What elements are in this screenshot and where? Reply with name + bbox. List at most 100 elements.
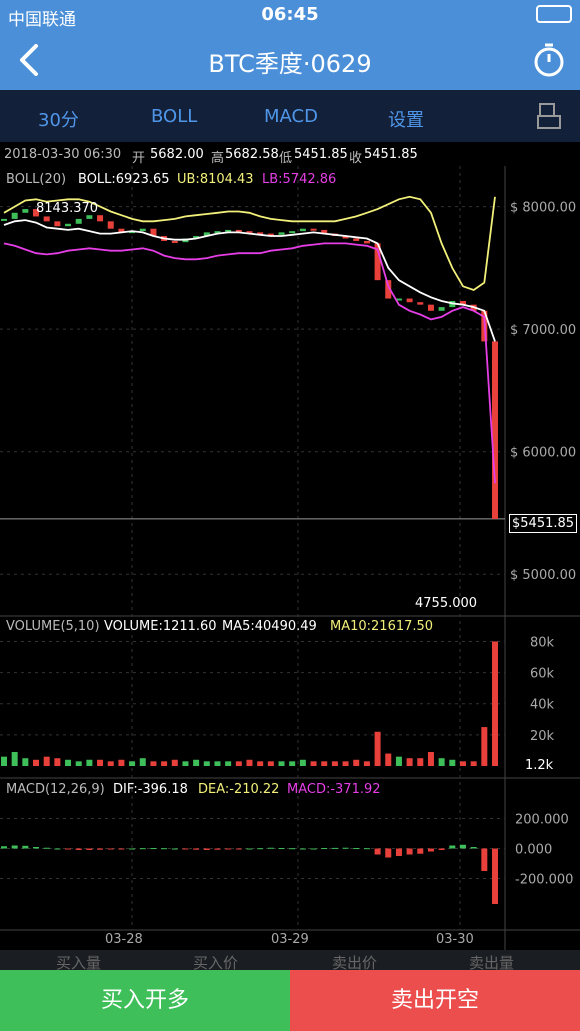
macd-bar	[1, 846, 7, 849]
macd-bar	[492, 848, 498, 904]
macd-bar	[481, 848, 488, 871]
volume-bar	[203, 761, 210, 766]
macd-bar	[161, 848, 168, 850]
macd-bar	[449, 845, 456, 849]
macd-bar	[278, 848, 285, 850]
volume-legend-ma5: MA5:40490.49	[222, 619, 317, 634]
carrier: 中国联通	[8, 10, 76, 30]
chart-background	[0, 166, 580, 950]
volume-bar	[342, 761, 349, 766]
tab-macd[interactable]: MACD	[264, 106, 318, 127]
macd-legend-dif: DIF:-396.18	[113, 782, 188, 797]
candle	[22, 209, 29, 213]
ask-price-label: 卖出价	[332, 954, 378, 972]
macd-bar	[246, 848, 253, 850]
macd-tick-label: 200.000	[515, 813, 569, 828]
bid-price-label: 买入价	[193, 954, 239, 972]
candle	[75, 218, 82, 224]
volume-bar	[257, 761, 264, 766]
volume-bar	[406, 758, 413, 766]
candle	[246, 231, 253, 234]
macd-bar	[289, 848, 296, 850]
volume-bar	[246, 759, 253, 766]
volume-bar	[107, 761, 114, 766]
volume-bar	[331, 761, 338, 766]
landscape-icon[interactable]	[536, 102, 562, 130]
chart-svg[interactable]: $ 8000.00 $ 7000.00 $ 6000.00 $ 5000.00 80k 6…	[0, 166, 580, 950]
candle	[33, 209, 40, 217]
candle	[97, 215, 104, 222]
candle	[267, 233, 274, 236]
volume-bar	[417, 758, 424, 766]
info-close: 5451.85	[364, 147, 418, 162]
macd-legend-dea: DEA:-210.22	[198, 782, 280, 797]
candle	[235, 229, 242, 232]
macd-bar	[363, 848, 370, 850]
candle	[299, 228, 306, 232]
volume-bar	[438, 758, 445, 766]
candle	[310, 228, 317, 231]
info-close-label: 收	[349, 151, 363, 166]
battery-icon	[530, 4, 572, 24]
time-tick-label: 03-28	[105, 932, 143, 947]
volume-bar	[139, 758, 146, 766]
candle	[374, 243, 381, 281]
sell-short-button[interactable]: 卖出开空	[290, 970, 580, 1031]
macd-bar	[395, 848, 402, 856]
volume-bar	[97, 759, 104, 766]
bid-volume-label: 买入量	[56, 954, 102, 972]
volume-bar	[470, 761, 477, 766]
tab-settings[interactable]: 设置	[388, 110, 424, 131]
macd-bar	[193, 848, 200, 850]
macd-bar	[406, 848, 413, 855]
boll-upper-line	[3, 195, 496, 292]
macd-bar	[438, 848, 445, 850]
candle	[139, 228, 146, 232]
macd-bar	[182, 848, 189, 850]
back-icon[interactable]	[12, 40, 46, 80]
macd-bar	[214, 848, 221, 850]
macd-bar	[235, 848, 242, 850]
volume-tick-label: 80k	[530, 635, 555, 650]
status-bar: 中国联通 06:45	[0, 0, 580, 30]
macd-bar	[417, 848, 424, 854]
candle	[427, 304, 434, 311]
macd-bar	[86, 848, 93, 850]
macd-bar	[171, 848, 178, 850]
macd-legend-name: MACD(12,26,9)	[6, 782, 105, 797]
stopwatch-icon[interactable]	[532, 42, 566, 78]
volume-bar	[225, 761, 232, 766]
tab-30min[interactable]: 30分	[38, 110, 79, 131]
buy-long-button[interactable]: 买入开多	[0, 970, 290, 1031]
macd-bar	[22, 845, 29, 849]
candle	[385, 280, 392, 299]
macd-bar	[118, 848, 125, 850]
max-price-marker: 8143.370	[36, 201, 99, 216]
volume-bar	[1, 756, 7, 766]
macd-bar	[97, 848, 104, 850]
volume-bar	[267, 761, 274, 766]
macd-bar	[353, 848, 360, 850]
candle	[107, 221, 114, 229]
volume-bar	[235, 761, 242, 766]
volume-bar	[481, 727, 488, 766]
volume-legend-value: VOLUME:1211.60	[104, 619, 217, 634]
macd-bar	[299, 848, 306, 850]
macd-bar	[427, 848, 434, 852]
volume-bar	[449, 759, 456, 766]
volume-bar	[33, 759, 40, 766]
candle	[417, 302, 424, 305]
macd-legend-macd: MACD:-371.92	[287, 782, 381, 797]
info-high-label: 高	[211, 151, 225, 166]
kline-chart[interactable]: $ 8000.00 $ 7000.00 $ 6000.00 $ 5000.00 80k 6…	[0, 166, 580, 950]
volume-bar	[214, 761, 221, 766]
volume-bar	[22, 758, 29, 766]
candle	[395, 298, 402, 301]
tab-boll[interactable]: BOLL	[151, 106, 198, 127]
candle	[278, 232, 285, 235]
macd-tick-label: -200.000	[515, 873, 573, 888]
candle	[459, 300, 466, 305]
macd-bar	[225, 848, 232, 850]
info-open: 5682.00	[150, 147, 204, 162]
candle	[54, 221, 61, 227]
